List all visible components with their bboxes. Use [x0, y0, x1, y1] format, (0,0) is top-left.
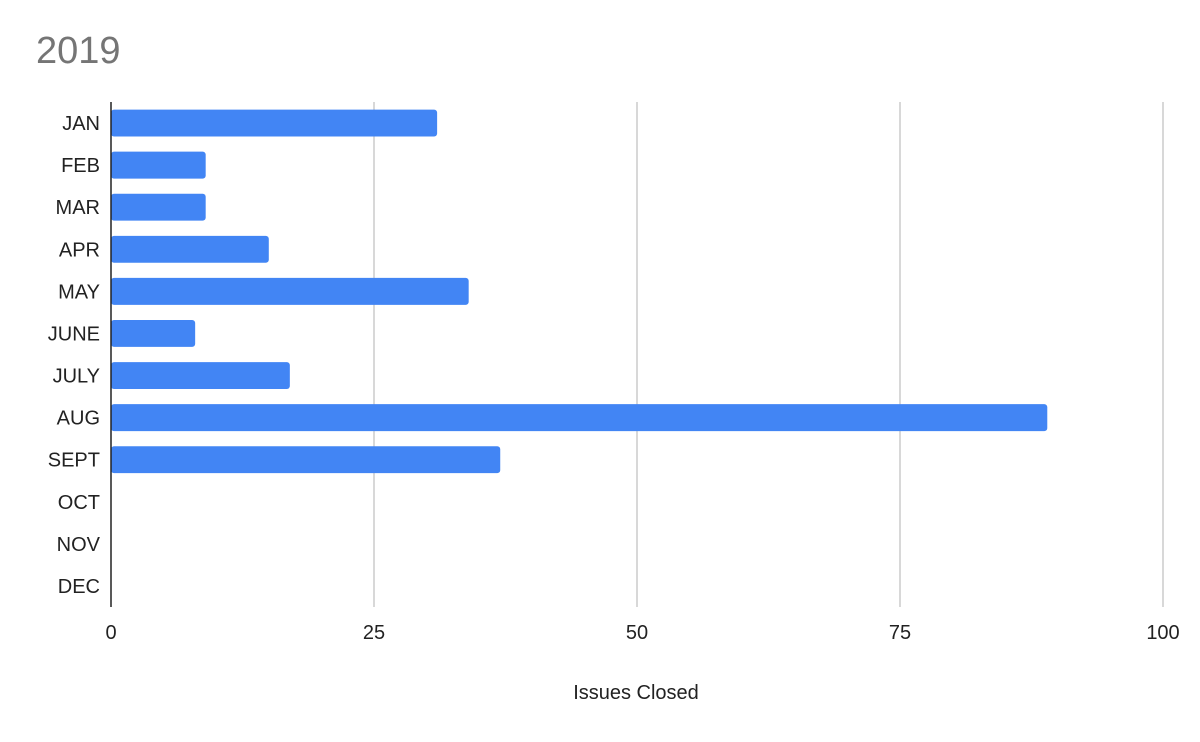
bar-apr — [111, 235, 269, 263]
bar-may — [111, 277, 469, 305]
category-label-nov: NOV — [57, 534, 101, 556]
bar-aug — [111, 404, 1048, 432]
x-axis-title: Issues Closed — [573, 682, 699, 704]
chart-title: 2019 — [36, 30, 121, 72]
category-label-june: JUNE — [48, 323, 100, 345]
category-label-feb: FEB — [61, 155, 100, 177]
category-label-july: JULY — [53, 366, 100, 388]
category-label-aug: AUG — [57, 408, 100, 430]
category-label-mar: MAR — [56, 197, 100, 219]
category-label-jan: JAN — [62, 113, 100, 135]
x-tick-75: 75 — [889, 622, 911, 644]
bar-july — [111, 362, 290, 390]
x-tick-0: 0 — [105, 622, 116, 644]
category-label-dec: DEC — [58, 576, 100, 598]
category-label-sept: SEPT — [48, 450, 100, 472]
category-label-may: MAY — [58, 281, 100, 303]
category-labels: JAN FEB MAR APR MAY JUNE JULY AUG SEPT OCT NOV DEC — [48, 113, 101, 598]
x-tick-100: 100 — [1146, 622, 1179, 644]
bar-jan — [111, 109, 438, 137]
category-label-oct: OCT — [58, 492, 100, 514]
bar-sept — [111, 446, 501, 474]
bar-mar — [111, 193, 206, 221]
gridlines — [373, 102, 1164, 607]
x-tick-50: 50 — [626, 622, 648, 644]
x-tick-labels: 0 25 50 75 100 — [105, 622, 1179, 644]
x-tick-25: 25 — [363, 622, 385, 644]
bars — [111, 109, 1048, 474]
bar-june — [111, 319, 196, 347]
category-label-apr: APR — [59, 239, 100, 261]
bar-feb — [111, 151, 206, 179]
